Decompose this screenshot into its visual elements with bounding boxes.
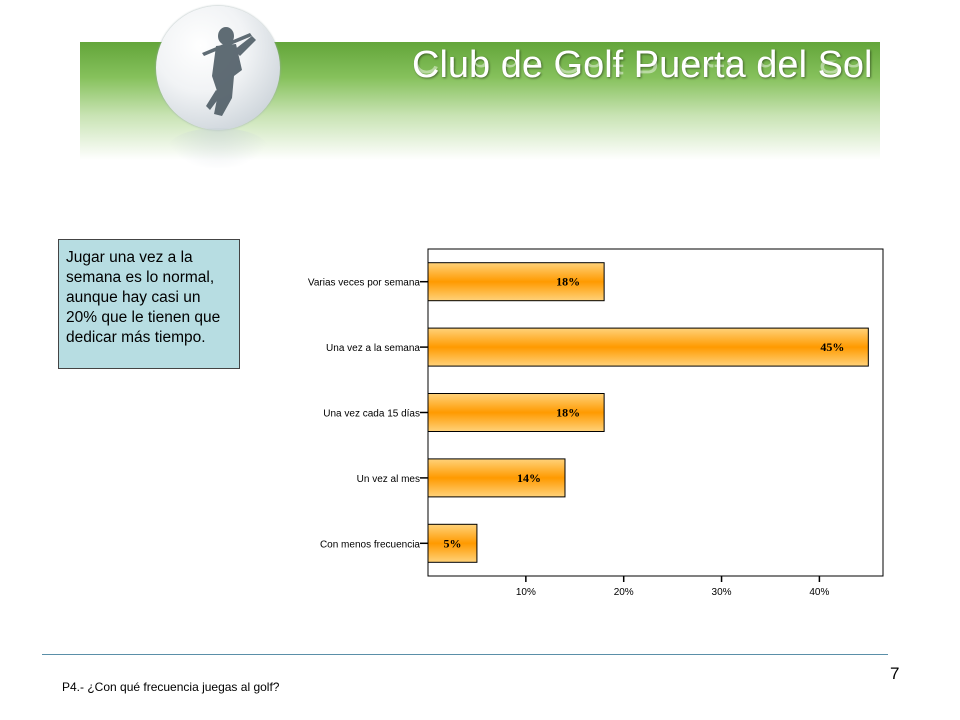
value-label-1: 18% [556, 275, 580, 289]
golf-ball-reflection [168, 128, 268, 168]
value-label-2: 45% [820, 340, 844, 354]
value-label-5: 5% [443, 536, 461, 550]
value-label-4: 14% [517, 471, 541, 485]
x-tick-label-3: 30% [712, 587, 732, 598]
category-label-1: Varias veces por semana [308, 278, 421, 289]
golfer-silhouette-icon [202, 27, 256, 116]
summary-note: Jugar una vez a la semana es lo normal, … [58, 239, 240, 369]
bar-5 [427, 523, 478, 563]
question-text: P4.- ¿Con qué frecuencia juegas al golf? [62, 680, 280, 694]
bar-2 [427, 327, 869, 367]
category-label-2: Una vez a la semana [326, 343, 420, 354]
golf-ball-logo [156, 6, 280, 130]
category-label-5: Con menos frecuencia [320, 539, 420, 550]
value-label-3: 18% [556, 406, 580, 420]
bar-3 [427, 393, 605, 432]
category-label-4: Un vez al mes [357, 474, 420, 485]
x-tick-label-4: 40% [809, 587, 829, 598]
page-number: 7 [890, 664, 900, 683]
x-tick-label-1: 10% [516, 587, 536, 598]
x-tick-label-2: 20% [614, 587, 634, 598]
bar-4 [427, 458, 566, 498]
category-label-3: Una vez cada 15 días [323, 409, 420, 420]
bar-1 [427, 262, 605, 302]
footer-divider [42, 654, 888, 655]
page-title: Club de Golf Puerta del Sol [412, 44, 873, 86]
